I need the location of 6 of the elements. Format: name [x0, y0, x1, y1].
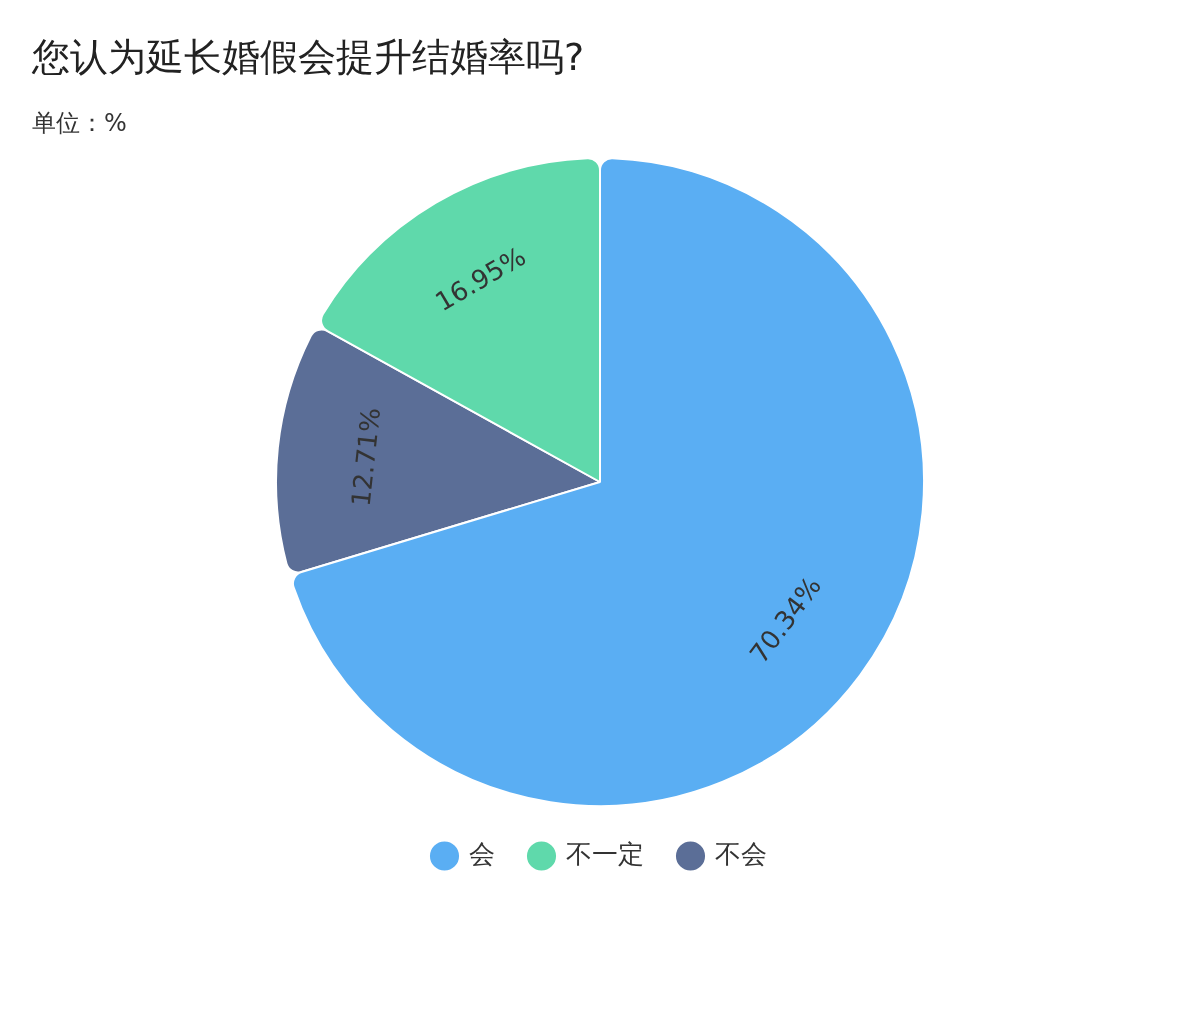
legend-label: 不会 [714, 838, 767, 869]
text: 单位：% [31, 108, 128, 139]
chart-title: 您认为延长婚假会提升结婚率吗? [31, 34, 586, 81]
legend-label: 不一定 [565, 838, 644, 869]
data-label: 12.71% [345, 406, 386, 508]
legend-label: 会 [468, 838, 495, 869]
